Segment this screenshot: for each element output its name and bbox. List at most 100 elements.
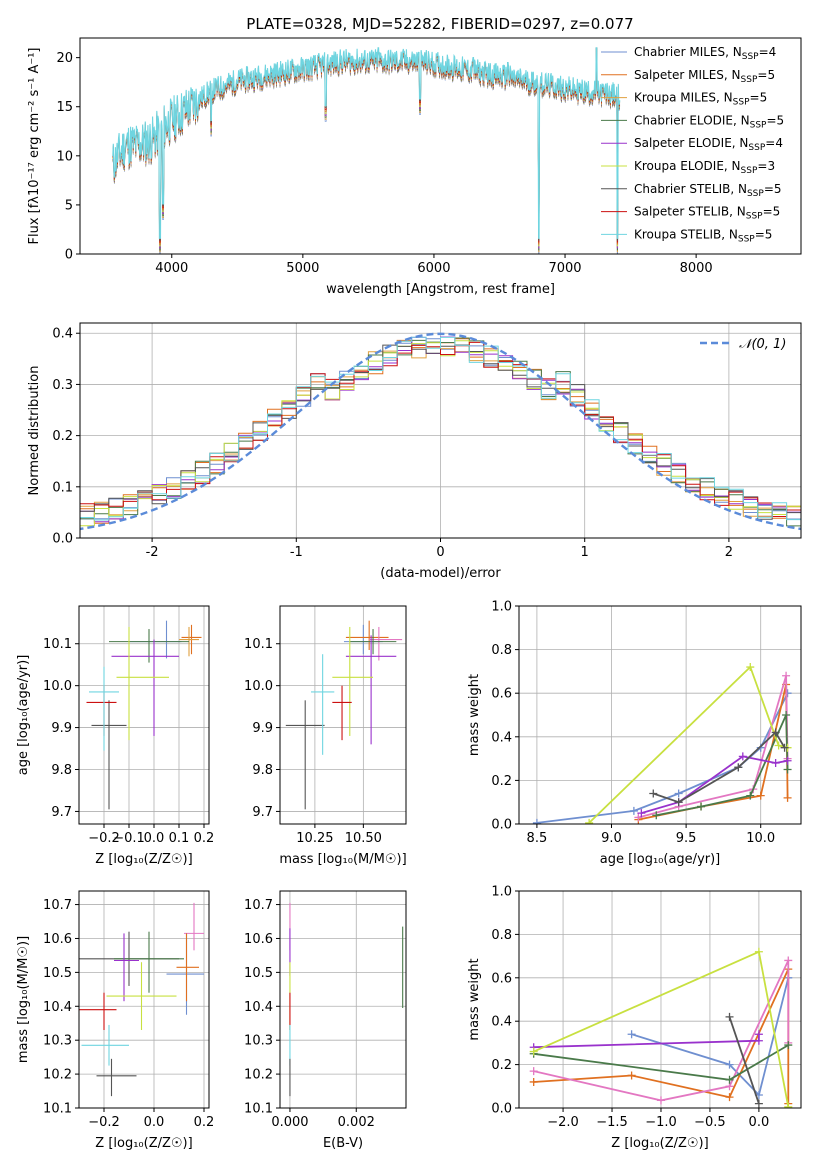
y-tick-label: 0.6 <box>491 971 512 986</box>
weight-series-kroupa_elodie <box>588 665 788 824</box>
x-axis-label: wavelength [Angstrom, rest frame] <box>326 282 555 297</box>
y-axis-label: mass weight <box>467 674 482 756</box>
weight-marker <box>697 802 706 811</box>
histogram <box>80 332 801 531</box>
y-tick-label: 15 <box>56 100 73 115</box>
legend-label-suffix: =5 <box>763 205 781 219</box>
errorbar-point <box>176 933 199 1002</box>
y-tick-label: 10.5 <box>43 966 72 981</box>
hist-series-kroupa_stelib <box>80 336 801 521</box>
y-tick-label: 0.8 <box>491 928 512 943</box>
legend-label-main: Kroupa STELIB, N <box>634 227 738 241</box>
errorbar-point <box>106 962 177 1031</box>
y-tick-label: 10.3 <box>43 1034 72 1049</box>
x-tick-label: 6000 <box>417 261 450 276</box>
y-tick-label: 10.1 <box>43 637 72 652</box>
axes-mass_vs_ebv: 0.000 0.002 10.1 10.2 10.3 10.4 10.5 10.6 10.7 E(… <box>244 890 407 1151</box>
weight-marker <box>627 1071 636 1080</box>
legend-label-suffix: =4 <box>765 136 783 150</box>
x-tick-label: −0.5 <box>694 1115 726 1130</box>
errorbar-point <box>332 626 374 736</box>
x-tick-label: 10.25 <box>296 831 333 846</box>
y-tick-label: 0.2 <box>52 429 73 444</box>
spectrum-series-chabrier_elodie <box>112 47 621 251</box>
legend-label-main: Chabrier STELIB, N <box>634 182 747 196</box>
legend-label-main: Salpeter MILES, N <box>634 68 741 82</box>
y-axis-label: Normed distribution <box>27 366 42 496</box>
x-tick-label: -2 <box>146 545 159 560</box>
spectrum-lines <box>112 47 621 254</box>
weight-marker <box>627 1030 636 1039</box>
y-tick-label: 10.6 <box>43 932 72 947</box>
x-axis-label: (data-model)/error <box>380 566 501 581</box>
y-tick-label: 0.8 <box>491 643 512 658</box>
weight-marker <box>784 1041 793 1050</box>
y-tick-label: 10.5 <box>244 966 273 981</box>
x-axis-label: E(B-V) <box>323 1136 363 1151</box>
y-tick-label: 0.4 <box>491 730 512 745</box>
x-tick-label: 0.0 <box>144 1115 165 1130</box>
legend-label-main: Kroupa MILES, N <box>634 91 733 105</box>
x-tick-label: 1 <box>581 545 589 560</box>
weight-marker <box>656 1096 665 1105</box>
y-tick-label: 5 <box>65 198 73 213</box>
errorbar-point <box>89 666 119 751</box>
x-axis-label: mass [log₁₀(M/M☉)] <box>279 852 406 867</box>
x-tick-label: −2.0 <box>547 1115 579 1130</box>
errorbar-point <box>311 654 335 755</box>
weight-marker <box>771 728 780 737</box>
weight-marker <box>532 818 541 824</box>
legend-label: Kroupa STELIB, NSSP=5 <box>634 227 772 244</box>
legend-label-suffix: =5 <box>750 91 768 105</box>
spectrum-series-salpeter_miles <box>112 47 621 245</box>
legend-label-suffix: =3 <box>757 159 775 173</box>
weight-marker <box>634 813 643 822</box>
errorbar-point <box>129 620 182 659</box>
y-axis-label: Flux [fλ10⁻¹⁷ erg cm⁻² s⁻¹ A⁻¹] <box>27 48 42 245</box>
weight-marker <box>783 765 792 774</box>
weight-marker <box>725 1075 734 1084</box>
errorbar-point <box>369 626 403 661</box>
errorbar-point <box>96 1058 137 1097</box>
legend-label-sub: SSP <box>741 75 758 85</box>
x-tick-label: −1.0 <box>645 1115 677 1130</box>
legend-label-sub: SSP <box>748 143 765 153</box>
weight-marker <box>784 956 793 965</box>
x-tick-label: 0.2 <box>194 831 215 846</box>
errorbar-point <box>81 1024 129 1066</box>
weight-marker <box>746 663 755 672</box>
points <box>86 620 202 810</box>
y-tick-label: 9.8 <box>252 763 273 778</box>
y-tick-label: 10.4 <box>244 1000 273 1015</box>
legend-label-suffix: =4 <box>759 45 777 59</box>
axes-weight_vs_Z: −2.0 −1.5 −1.0 −0.5 0.0 0.0 0.2 0.4 0.6 0.8 1.0 Z [… <box>467 885 802 1151</box>
axes-weight_vs_age: 8.5 9.0 9.5 10.0 0.0 0.2 0.4 0.6 0.8 1.0 age [log₁… <box>467 600 802 867</box>
y-tick-label: 0.2 <box>491 774 512 789</box>
weight-marker <box>725 1060 734 1069</box>
weight-marker <box>529 1077 538 1086</box>
legend-label-suffix: =5 <box>755 227 773 241</box>
y-tick-label: 0.0 <box>491 818 512 833</box>
spectrum-series-salpeter_stelib <box>112 47 621 243</box>
y-tick-label: 0.0 <box>491 1102 512 1117</box>
y-tick-label: 0 <box>65 248 73 263</box>
axes-frame <box>518 890 802 1109</box>
x-tick-label: −0.1 <box>113 831 145 846</box>
errorbar-point <box>91 700 127 810</box>
y-tick-label: 9.7 <box>51 805 72 820</box>
x-tick-label: 10.50 <box>345 831 382 846</box>
y-tick-label: 10.4 <box>43 1000 72 1015</box>
errorbar-point <box>184 902 204 951</box>
spectrum-series-salpeter_elodie <box>112 47 621 249</box>
legend-label-sub: SSP <box>742 52 759 62</box>
y-axis-label: age [log₁₀(age/yr)] <box>16 655 31 776</box>
y-tick-label: 9.7 <box>252 805 273 820</box>
errorbar-point <box>79 992 117 1031</box>
weight-marker <box>738 752 747 761</box>
errorbar-point <box>114 933 139 1002</box>
x-tick-label: 0.0 <box>749 1115 770 1130</box>
errorbar-point <box>332 685 352 741</box>
legend-label-sub: SSP <box>733 98 750 108</box>
y-tick-label: 0.4 <box>52 327 73 342</box>
legend-label-suffix: =5 <box>766 113 784 127</box>
